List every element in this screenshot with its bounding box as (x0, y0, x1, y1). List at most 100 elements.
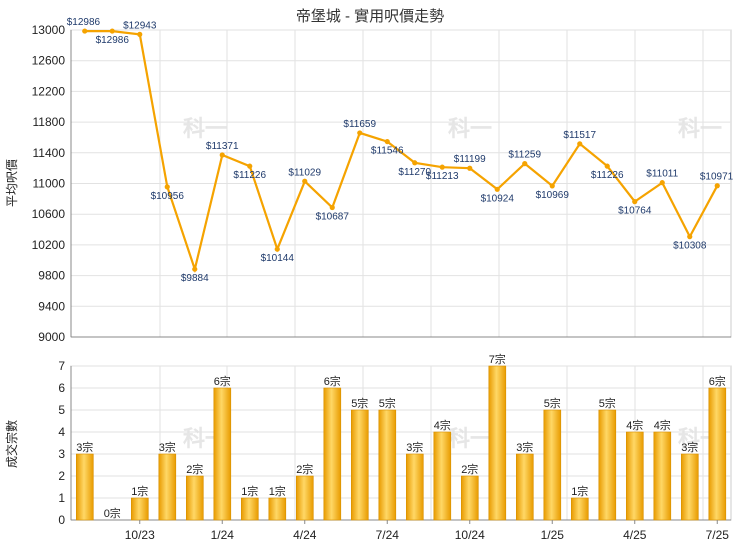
price-y-tick: 12600 (32, 54, 66, 68)
volume-bar (625, 431, 644, 521)
volume-bar (570, 497, 589, 521)
volume-bar (680, 453, 699, 521)
watermark: 科一 (448, 426, 492, 451)
price-data-label: $11517 (563, 130, 596, 141)
volume-bar (543, 409, 562, 521)
price-point (522, 161, 528, 167)
volume-bar (268, 497, 287, 521)
volume-bar (186, 475, 204, 521)
price-data-label: $11259 (508, 150, 541, 161)
price-data-label: $10764 (618, 206, 652, 217)
volume-x-tick: 7/25 (706, 528, 730, 542)
volume-data-label: 3宗 (159, 440, 176, 454)
watermark: 科一 (678, 116, 722, 141)
price-point (632, 199, 638, 205)
price-y-tick: 9800 (38, 269, 65, 283)
price-point (274, 246, 280, 252)
price-data-label: $12943 (123, 20, 157, 31)
price-y-tick: 10200 (32, 238, 66, 252)
price-point (247, 163, 253, 169)
volume-data-label: 2宗 (186, 462, 203, 476)
volume-data-label: 2宗 (461, 462, 478, 476)
price-data-label: $11546 (371, 146, 404, 157)
y-axis-label: 成交宗數 (4, 420, 19, 468)
volume-data-label: 4宗 (434, 418, 451, 432)
price-series-line (84, 30, 719, 274)
price-data-label: $9884 (181, 273, 209, 284)
volume-y-tick: 3 (58, 447, 65, 461)
volume-x-tick: 4/24 (293, 528, 317, 542)
volume-data-label: 1宗 (571, 484, 588, 498)
volume-x-tick: 1/25 (541, 528, 565, 542)
price-data-label: $11029 (288, 167, 321, 178)
volume-data-label: 3宗 (681, 440, 698, 454)
volume-data-label: 5宗 (351, 396, 368, 410)
volume-bar (323, 387, 342, 521)
plot-area (70, 365, 732, 521)
price-x-tick: 10/24 (455, 326, 485, 340)
volume-data-label: 4宗 (654, 418, 671, 432)
price-point (577, 141, 583, 147)
volume-bar (433, 431, 452, 521)
volume-bar (460, 475, 479, 521)
volume-data-label: 1宗 (131, 484, 148, 498)
price-data-label: $11226 (591, 170, 624, 181)
price-point (412, 160, 418, 166)
price-x-tick: 7/25 (706, 326, 730, 340)
price-point (192, 266, 198, 272)
volume-data-label: 3宗 (76, 440, 93, 454)
volume-bar (653, 431, 672, 521)
volume-y-tick: 6 (58, 381, 65, 395)
price-data-label: $10971 (700, 172, 734, 183)
volume-data-label: 0宗 (104, 506, 121, 520)
volume-data-label: 5宗 (379, 396, 396, 410)
price-point (329, 204, 335, 211)
volume-y-tick: 7 (58, 359, 65, 373)
price-data-label: $10687 (316, 212, 350, 223)
price-point (82, 28, 88, 34)
price-x-tick: 10/23 (125, 326, 155, 340)
volume-data-label: 1宗 (241, 484, 258, 498)
volume-y-tick: 5 (58, 403, 65, 417)
price-data-label: $10969 (536, 190, 570, 201)
volume-bar (76, 453, 94, 521)
volume-bar (158, 453, 177, 521)
volume-bar (131, 497, 149, 521)
volume-bar (515, 453, 534, 521)
price-data-label: $10308 (673, 241, 707, 252)
price-line-chart: 科一 科一 科一 9000 9400 9800 10200 10600 11000 11400 11… (5, 17, 734, 344)
price-x-tick: 1/25 (541, 326, 565, 340)
volume-data-label: 1宗 (269, 484, 286, 498)
volume-bar (241, 497, 259, 521)
price-point (219, 152, 225, 158)
price-data-label: $12986 (96, 35, 130, 46)
volume-bar (350, 409, 369, 521)
volume-data-label: 5宗 (544, 396, 561, 410)
volume-bar (598, 409, 617, 521)
price-point (714, 183, 720, 189)
price-data-label: $11213 (426, 171, 459, 182)
volume-data-label: 6宗 (709, 374, 726, 388)
price-point (302, 178, 308, 184)
volume-x-tick: 7/24 (376, 528, 400, 542)
price-data-label: $11226 (233, 170, 266, 181)
volume-y-tick: 0 (58, 513, 65, 527)
volume-y-tick: 4 (58, 425, 65, 439)
price-point (109, 28, 115, 34)
volume-data-label: 6宗 (214, 374, 231, 388)
price-x-tick: 4/24 (293, 326, 317, 340)
price-y-tick: 9400 (38, 299, 65, 313)
price-y-tick: 12200 (32, 84, 66, 98)
price-point (687, 234, 693, 240)
price-data-label: $10956 (151, 191, 185, 202)
price-y-tick: 9000 (38, 330, 65, 344)
price-y-tick: 11400 (33, 146, 66, 160)
price-data-label: $11270 (398, 167, 431, 178)
price-point (467, 165, 473, 171)
price-x-tick: 1/24 (211, 326, 235, 340)
volume-bar (378, 409, 397, 521)
volume-data-label: 7宗 (489, 352, 506, 366)
volume-y-tick: 2 (58, 469, 65, 483)
price-point (357, 130, 363, 136)
volume-bar (488, 365, 507, 521)
